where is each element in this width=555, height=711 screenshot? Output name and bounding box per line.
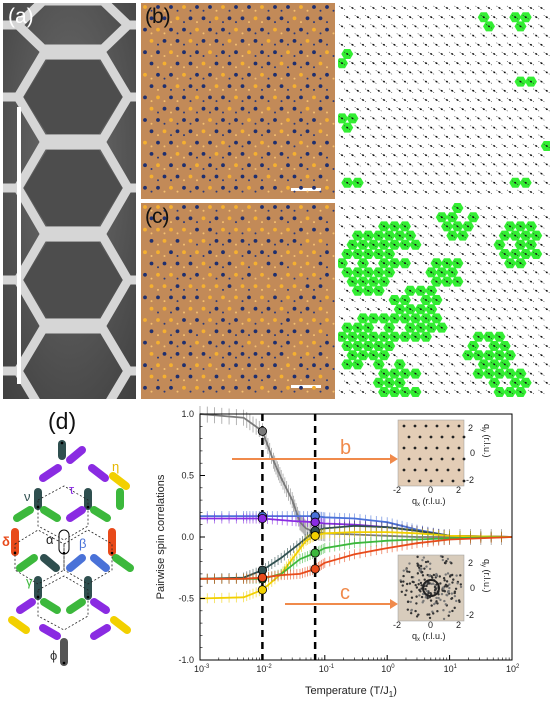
domain-map-b [338,3,550,199]
panel-label-b: (b) [145,5,171,28]
plot-area [199,406,513,660]
inset-c-ylabel: qy (r.l.u.) [480,559,492,593]
magnet [13,506,34,522]
mfm-b-svg [141,3,335,199]
sem-image-panel: (a) [3,3,136,399]
inset-b-tick: 2 [468,423,473,433]
domain-map-c [338,203,550,399]
magnet [88,464,109,482]
mfm-image-b: (b) [141,3,335,199]
domain-map-c-svg [338,203,550,399]
scale-bar [17,107,21,384]
data-point [257,426,268,436]
magnet [90,554,110,572]
magnet [8,616,30,634]
inset-c-tick: 2 [456,620,461,630]
magnet [90,624,111,640]
magnet-eta [109,472,130,490]
inset-b: -2 0 2 2 0 -2 qx (r.l.u.) qy (r.l.u.) [393,419,492,508]
inset-b-xlabel: qx (r.l.u.) [412,496,446,508]
magnet [66,598,86,614]
panel-label-a: (a) [8,5,34,28]
magnet [16,598,36,614]
magnet [110,616,131,634]
label-nu: ν [24,489,31,504]
domain-map-b-svg [338,3,550,199]
panel-label-d: (d) [48,408,77,434]
label-gamma: γ [26,574,33,589]
magnet [40,598,61,614]
inset-c-tick: 2 [468,558,473,568]
data-point [310,517,320,527]
sem-hexagon-image [3,3,136,399]
x-tick-label: 102 [506,664,520,674]
inset-b-tick: -2 [393,485,401,495]
inset-c-tick: 0 [470,583,475,593]
data-point [257,513,268,524]
y-axis-label: Pairwise spin correlations [155,474,167,599]
inset-b-tick: -2 [466,475,474,485]
inset-b-ylabel: qy (r.l.u.) [480,424,492,458]
mfm-c-svg [141,203,335,399]
inset-b-tick: 0 [428,485,433,495]
series-line [199,531,513,600]
correlation-chart: 1.0 0.5 0.0 -0.5 -1.0 10-3 10-2 10-1 100 101 102 Te… [150,402,552,708]
axes: 1.0 0.5 0.0 -0.5 -1.010-3 10-2 10-1 100 101 102 Te… [155,409,520,699]
magnet [90,506,111,522]
magnet-tau [66,446,86,464]
magnet-beta [66,554,86,572]
magnet [90,598,110,614]
data-point [310,564,320,574]
magnet [39,624,61,640]
inset-b-tick: 2 [456,485,461,495]
y-tick-label: 0.0 [181,532,194,542]
x-tick-label: 10-2 [256,664,272,674]
y-tick-label: 1.0 [181,409,194,419]
panel-label-c: (c) [145,205,170,228]
label-tau: τ [69,482,75,497]
magnet-gamma [16,554,38,572]
label-beta: β [79,536,86,551]
data-point [257,572,268,583]
x-tick-label: 10-3 [194,664,210,674]
magnet [66,506,86,522]
x-tick-label: 10-1 [319,664,335,674]
inset-c-tick: 0 [428,620,433,630]
magnet [39,464,62,482]
x-tick-label: 101 [444,664,458,674]
label-phi: ϕ [50,648,57,663]
label-delta: δ [2,534,10,549]
x-tick-label: 100 [381,664,395,674]
magnet [112,554,134,572]
label-eta: η [112,459,119,474]
y-tick-label: -0.5 [178,594,194,604]
x-axis-label: Temperature (T/J1) [305,685,397,699]
inset-c: -2 0 2 2 0 -2 qx (r.l.u.) qy (r.l.u.) [393,554,492,643]
inset-b-tick: 0 [470,448,475,458]
inset-c-tick: -2 [466,610,474,620]
data-point [310,548,320,558]
inset-c-tick: -2 [393,620,401,630]
mfm-image-c: (c) [141,203,335,399]
annotation-b: b [340,437,351,459]
magnet [40,506,61,522]
data-point [257,585,268,595]
scale-bar [291,188,321,191]
y-tick-label: 0.5 [181,471,194,481]
label-alpha: α [46,532,54,547]
scale-bar [291,385,321,388]
y-tick-label: -1.0 [178,655,194,665]
spin-lattice-diagram: τ η ν δ α β γ ϕ [0,440,150,670]
spin-lattice-svg: τ η ν δ α β γ ϕ [2,440,134,666]
magnet [40,554,60,572]
inset-c-xlabel: qx (r.l.u.) [412,631,446,643]
annotation-arrows: b c [232,437,398,609]
data-point [310,531,320,541]
annotation-c: c [340,582,350,604]
correlation-chart-svg: 1.0 0.5 0.0 -0.5 -1.010-3 10-2 10-1 100 101 102 Te… [155,406,520,699]
